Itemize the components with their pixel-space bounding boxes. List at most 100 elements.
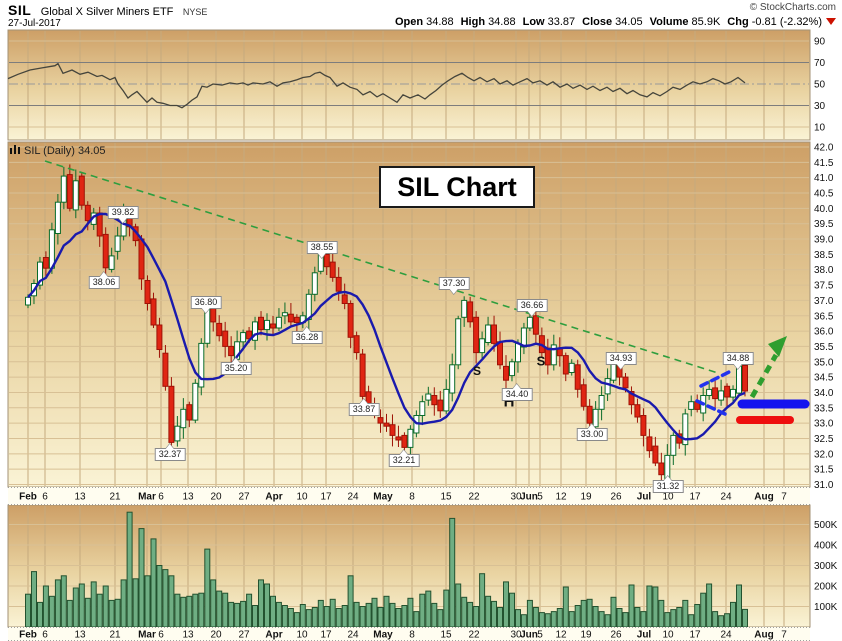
y-axis-tick-label: 41.0 bbox=[814, 173, 834, 184]
quote-label: Chg bbox=[727, 16, 749, 28]
callout-pointer-icon bbox=[513, 384, 521, 389]
callout-pointer-icon bbox=[303, 327, 311, 332]
y-axis-tick-label: 40.5 bbox=[814, 189, 834, 200]
y-axis-tick-label: 400K bbox=[814, 541, 838, 552]
callout-pointer-icon bbox=[166, 444, 174, 449]
y-axis-tick-label: 42.0 bbox=[814, 143, 834, 154]
chart-title-box: SIL Chart bbox=[379, 166, 535, 208]
moving-average-line bbox=[27, 212, 746, 441]
x-axis-tick-label: 13 bbox=[74, 492, 86, 503]
callout-pointer-icon bbox=[617, 364, 625, 369]
x-axis-tick-label: 13 bbox=[74, 630, 86, 641]
price-panel-label-text: SIL (Daily) 34.05 bbox=[24, 145, 106, 157]
price-callout: 37.30 bbox=[438, 277, 470, 294]
change-down-arrow-icon bbox=[826, 18, 836, 25]
quote-label: Close bbox=[582, 16, 613, 28]
y-axis-tick-label: 32.5 bbox=[814, 434, 834, 445]
x-axis-tick-label: 10 bbox=[296, 492, 308, 503]
x-axis-tick-label: Aug bbox=[754, 492, 773, 503]
downtrend-line bbox=[44, 160, 719, 374]
x-axis-tick-label: 15 bbox=[440, 630, 452, 641]
x-axis-tick-label: 10 bbox=[662, 630, 674, 641]
price-callout: 31.32 bbox=[652, 476, 684, 493]
x-axis-tick-label: Mar bbox=[138, 630, 156, 641]
x-axis-tick-label: 7 bbox=[781, 630, 787, 641]
x-axis-tick-label: 19 bbox=[580, 630, 592, 641]
x-axis-tick-label: May bbox=[373, 492, 393, 503]
price-callout: 34.40 bbox=[501, 384, 533, 401]
x-axis-tick-label: 13 bbox=[182, 630, 194, 641]
y-axis-tick-label: 37.5 bbox=[814, 281, 834, 292]
x-axis-tick-label: 12 bbox=[555, 492, 567, 503]
y-axis-tick-label: 35.0 bbox=[814, 357, 834, 368]
x-axis-tick-label: 6 bbox=[158, 630, 164, 641]
x-axis-tick-label: 5 bbox=[537, 492, 543, 503]
x-axis-tick-label: 17 bbox=[320, 492, 332, 503]
callout-pointer-icon bbox=[734, 364, 742, 369]
x-axis-tick-label: 24 bbox=[347, 630, 359, 641]
quote-value: 34.05 bbox=[615, 16, 643, 28]
x-axis-tick-label: 20 bbox=[210, 492, 222, 503]
price-callout: 36.28 bbox=[291, 327, 323, 344]
x-axis-tick-label: Jun bbox=[520, 492, 538, 503]
x-axis-tick-label: 21 bbox=[109, 630, 121, 641]
y-axis-tick-label: 300K bbox=[814, 561, 838, 572]
y-axis-tick-label: 100K bbox=[814, 602, 838, 613]
x-axis-tick-label: 17 bbox=[689, 630, 701, 641]
callout-pointer-icon bbox=[664, 476, 672, 481]
x-axis-tick-label: 20 bbox=[210, 630, 222, 641]
x-axis-tick-label: Feb bbox=[19, 492, 37, 503]
y-axis-tick-label: 30 bbox=[814, 101, 826, 112]
x-axis-tick-label: Jun bbox=[520, 630, 538, 641]
callout-pointer-icon bbox=[318, 253, 326, 258]
x-axis-tick-label: 27 bbox=[238, 630, 250, 641]
x-axis-tick-label: 10 bbox=[662, 492, 674, 503]
x-axis-tick-label: 26 bbox=[610, 492, 622, 503]
y-axis-tick-label: 35.5 bbox=[814, 342, 834, 353]
callout-pointer-icon bbox=[588, 424, 596, 429]
x-axis-tick-label: 6 bbox=[42, 492, 48, 503]
quote-value: 34.88 bbox=[426, 16, 454, 28]
price-callout: 33.87 bbox=[348, 399, 380, 416]
y-axis-tick-label: 500K bbox=[814, 520, 838, 531]
callout-pointer-icon bbox=[528, 311, 536, 316]
quote-label: Volume bbox=[649, 16, 689, 28]
price-panel-label: SIL (Daily) 34.05 bbox=[10, 145, 106, 157]
volume-series bbox=[25, 511, 748, 628]
chart-date: 27-Jul-2017 bbox=[8, 18, 61, 29]
copyright-label: © StockCharts.com bbox=[749, 2, 836, 13]
price-callout: 39.82 bbox=[107, 206, 139, 223]
y-axis-tick-label: 70 bbox=[814, 58, 826, 69]
chart-header: SIL Global X Silver Miners ETF NYSE 27-J… bbox=[0, 0, 842, 30]
rsi-series bbox=[7, 62, 746, 109]
head-shoulders-letter: S bbox=[472, 364, 482, 378]
x-axis-tick-label: 22 bbox=[468, 492, 480, 503]
quote-value: 85.9K bbox=[691, 16, 721, 28]
x-axis-tick-label: 17 bbox=[320, 630, 332, 641]
y-axis-tick-label: 36.0 bbox=[814, 327, 834, 338]
x-axis-tick-label: 30 bbox=[510, 492, 522, 503]
security-name: Global X Silver Miners ETF bbox=[40, 6, 174, 18]
x-axis-tick-label: 19 bbox=[580, 492, 592, 503]
callout-pointer-icon bbox=[100, 272, 108, 277]
price-callout: 38.06 bbox=[88, 272, 120, 289]
price-callout: 34.93 bbox=[605, 352, 637, 369]
y-axis-tick-label: 38.5 bbox=[814, 250, 834, 261]
price-callout: 35.20 bbox=[220, 358, 252, 375]
callout-pointer-icon bbox=[450, 289, 458, 294]
x-axis-tick-label: May bbox=[373, 630, 393, 641]
x-axis-tick-label: Feb bbox=[19, 630, 37, 641]
x-axis-tick-label: 24 bbox=[347, 492, 359, 503]
quote-label: Low bbox=[522, 16, 545, 28]
x-axis-tick-label: 10 bbox=[296, 630, 308, 641]
x-axis-tick-label: Apr bbox=[265, 492, 282, 503]
chart-type-icon bbox=[10, 145, 20, 154]
x-axis-tick-label: 6 bbox=[158, 492, 164, 503]
y-axis-tick-label: 33.5 bbox=[814, 403, 834, 414]
price-callout: 38.55 bbox=[306, 241, 338, 258]
callout-pointer-icon bbox=[119, 218, 127, 223]
x-axis-tick-label: 8 bbox=[409, 630, 415, 641]
